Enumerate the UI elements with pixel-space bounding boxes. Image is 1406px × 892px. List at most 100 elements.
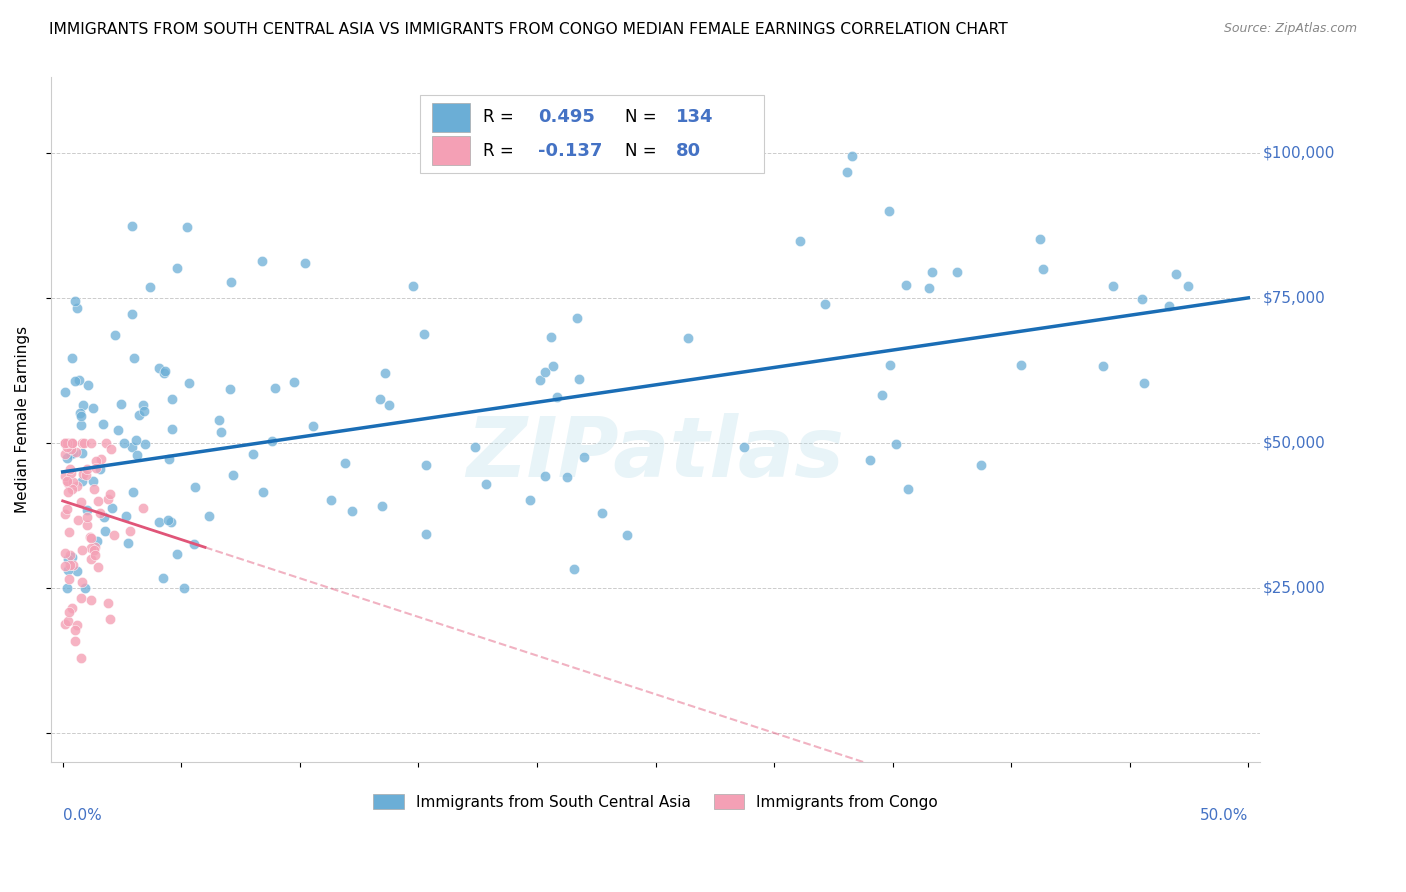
Point (63, 623, 86, 637)
Point (63, 294, 86, 309)
Point (813, 297, 835, 311)
Point (616, 528, 638, 542)
Point (60, 549, 83, 564)
Point (342, 504, 364, 518)
Point (1177, 278, 1199, 293)
Point (568, 372, 591, 386)
Point (534, 365, 557, 379)
Point (156, 513, 179, 527)
Point (58, 436, 80, 450)
Point (107, 423, 129, 437)
FancyBboxPatch shape (432, 136, 471, 165)
Point (894, 278, 917, 293)
Point (879, 203, 901, 218)
Point (66, 479, 89, 493)
Point (125, 448, 148, 462)
Text: 50.0%: 50.0% (1199, 808, 1249, 823)
Point (73, 581, 96, 595)
Point (66, 301, 89, 315)
Point (59, 558, 82, 573)
Point (53, 436, 76, 450)
Point (870, 387, 893, 401)
Point (132, 404, 155, 418)
Point (60, 436, 83, 450)
Point (72, 575, 94, 590)
Point (879, 358, 901, 372)
Point (946, 265, 969, 279)
Point (219, 275, 242, 289)
Point (60, 436, 83, 450)
Point (83, 548, 105, 562)
Point (70, 409, 93, 423)
Point (572, 450, 595, 464)
Point (100, 442, 122, 456)
Point (103, 527, 125, 541)
Text: ZIPatlas: ZIPatlas (467, 413, 845, 494)
Point (250, 254, 273, 268)
Point (134, 437, 156, 451)
Point (62, 436, 84, 450)
Point (56, 475, 79, 489)
Point (97, 596, 120, 610)
Point (67, 373, 90, 387)
Point (72, 398, 94, 412)
Point (60, 482, 83, 496)
Point (162, 392, 184, 406)
Point (80, 551, 103, 566)
Point (262, 434, 284, 448)
Point (183, 537, 205, 551)
Text: 80: 80 (676, 142, 702, 160)
Point (56, 436, 79, 450)
Point (60, 436, 83, 450)
Point (176, 219, 198, 234)
Point (153, 363, 176, 377)
Point (86, 453, 108, 467)
Point (100, 612, 122, 626)
Point (56, 614, 79, 628)
Point (66, 618, 89, 632)
Point (125, 434, 148, 448)
Point (120, 524, 142, 538)
Point (56, 563, 79, 577)
FancyBboxPatch shape (432, 103, 471, 131)
Point (264, 381, 287, 395)
Point (162, 422, 184, 436)
Text: R =: R = (482, 108, 519, 126)
Point (413, 326, 436, 341)
Point (415, 458, 437, 472)
Point (122, 351, 145, 365)
Point (117, 536, 139, 550)
Point (53, 617, 76, 632)
Point (76, 462, 98, 476)
Point (970, 458, 993, 472)
Text: 134: 134 (676, 108, 714, 126)
Point (72, 474, 94, 488)
Point (567, 310, 589, 325)
Point (921, 265, 943, 279)
Point (676, 331, 699, 345)
Point (60, 351, 83, 365)
Point (197, 509, 219, 524)
Point (55, 440, 77, 454)
Point (58, 572, 80, 586)
Point (1102, 279, 1125, 293)
Point (242, 447, 264, 461)
Point (93, 510, 115, 524)
Point (58, 485, 80, 500)
Point (841, 149, 863, 163)
Point (378, 398, 401, 412)
Point (87, 494, 110, 508)
Point (112, 435, 135, 450)
Point (100, 500, 122, 515)
Point (82, 401, 104, 415)
Text: 0.0%: 0.0% (63, 808, 101, 823)
Point (70, 543, 93, 558)
Point (302, 418, 325, 433)
Point (374, 367, 396, 381)
Point (283, 376, 305, 390)
Point (1159, 299, 1181, 313)
Point (294, 255, 316, 269)
Point (402, 279, 425, 293)
Point (53, 558, 76, 573)
Point (153, 367, 176, 381)
